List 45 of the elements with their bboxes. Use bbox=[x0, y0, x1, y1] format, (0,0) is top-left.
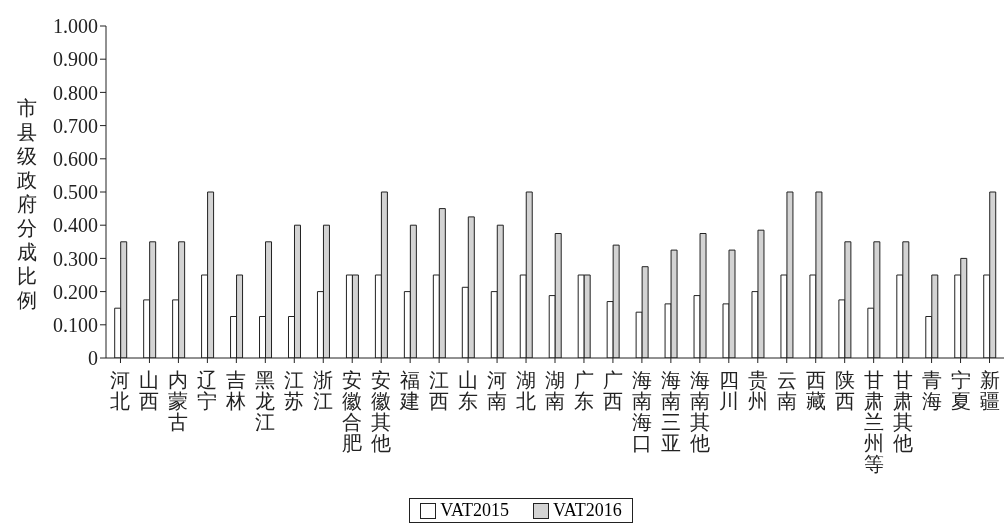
y-tick-label: 0 bbox=[88, 347, 98, 370]
x-tick-label: 安徽其他 bbox=[371, 369, 392, 454]
y-tick-label: 0.400 bbox=[53, 214, 98, 237]
y-tick-label: 0.200 bbox=[53, 280, 98, 303]
x-tick-label: 黑龙江 bbox=[255, 369, 276, 433]
x-tick-label: 湖北 bbox=[516, 369, 537, 412]
y-tick-label: 1.000 bbox=[53, 15, 98, 38]
y-tick-label: 0.600 bbox=[53, 147, 98, 170]
x-tick-label: 甘肃其他 bbox=[892, 369, 913, 454]
x-tick-label: 西藏 bbox=[805, 369, 826, 412]
y-tick-label: 0.300 bbox=[53, 247, 98, 270]
x-tick-label: 内蒙古 bbox=[168, 369, 189, 433]
x-tick-label: 江西 bbox=[429, 369, 450, 412]
legend-label: VAT2015 bbox=[439, 500, 509, 521]
x-tick-label: 江苏 bbox=[284, 369, 305, 412]
text: 市县级政府分成比例 bbox=[17, 97, 37, 311]
x-tick-label: 海南三亚 bbox=[660, 369, 681, 454]
x-tick-label: 福建 bbox=[399, 369, 421, 412]
x-tick-label: 安徽合肥 bbox=[342, 369, 363, 454]
x-tick-label: 四川 bbox=[718, 369, 739, 412]
x-tick-label: 辽宁 bbox=[197, 369, 218, 412]
x-tick-label: 湖南 bbox=[545, 369, 565, 412]
x-tick-label: 甘肃兰州等 bbox=[863, 369, 884, 475]
legend-label: VAT2016 bbox=[552, 500, 622, 521]
x-tick-label: 广西 bbox=[602, 369, 623, 412]
x-tick-label: 河南 bbox=[487, 369, 508, 412]
y-tick-label: 0.900 bbox=[53, 48, 98, 71]
y-tick-label: 0.800 bbox=[53, 81, 98, 104]
y-tick-label: 0.700 bbox=[53, 114, 98, 137]
x-tick-label: 陕西 bbox=[834, 369, 855, 412]
x-tick-label: 山东 bbox=[458, 369, 479, 412]
x-tick-label: 海南海口 bbox=[631, 369, 652, 454]
x-tick-label: 新疆 bbox=[979, 369, 1000, 412]
x-tick-label: 吉林 bbox=[225, 369, 247, 412]
y-tick-label: 0.100 bbox=[53, 313, 98, 336]
x-tick-label: 青海 bbox=[921, 369, 942, 412]
x-tick-label: 浙江 bbox=[313, 369, 334, 412]
x-tick-label: 山西 bbox=[139, 369, 160, 412]
x-tick-label: 贵州 bbox=[747, 369, 768, 412]
x-tick-label: 海南其他 bbox=[689, 369, 710, 454]
x-tick-label: 广东 bbox=[573, 369, 594, 412]
x-tick-label: 河北 bbox=[110, 369, 131, 412]
x-tick-label: 云南 bbox=[776, 369, 797, 412]
x-tick-label: 宁夏 bbox=[950, 369, 971, 412]
y-tick-label: 0.500 bbox=[53, 181, 98, 204]
